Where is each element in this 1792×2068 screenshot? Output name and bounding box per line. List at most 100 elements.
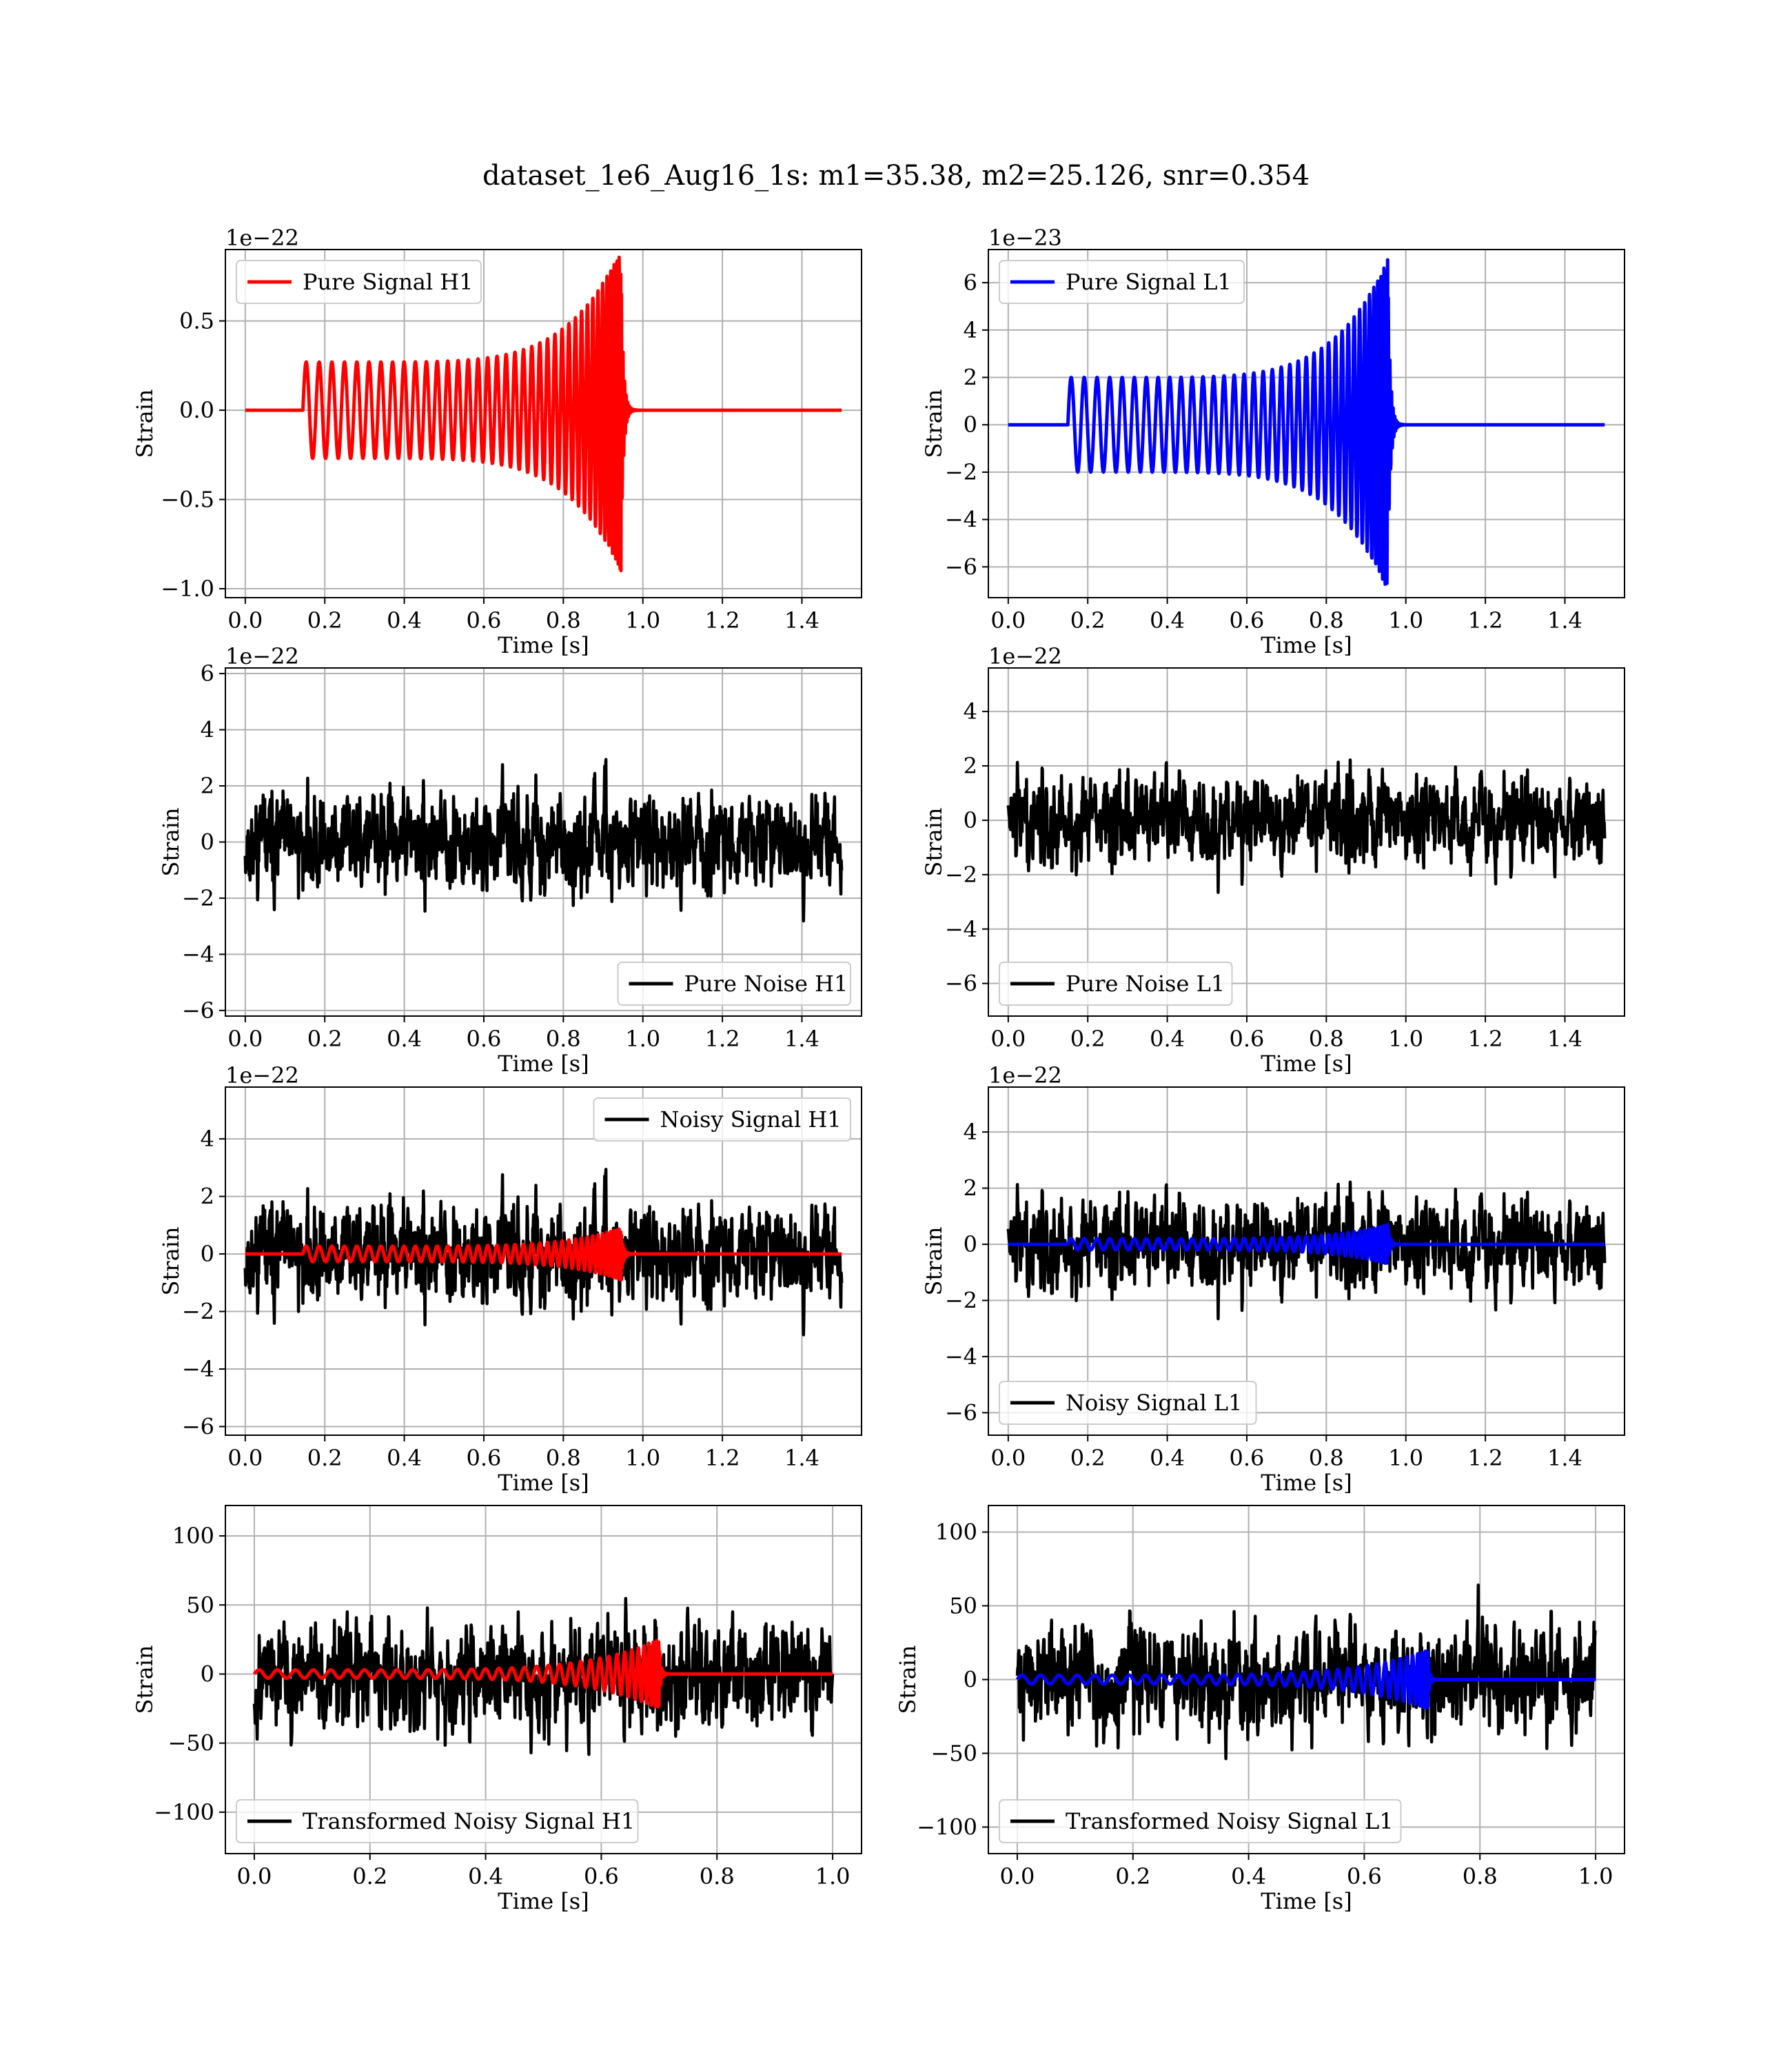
x-tick-label: 1.4 bbox=[1547, 607, 1582, 633]
y-tick-label: 4 bbox=[964, 1119, 977, 1145]
y-offset-label: 1e−22 bbox=[225, 225, 299, 251]
legend-box bbox=[617, 962, 851, 1006]
subplot-noisy-signal-h1: 0.0 0.2 0.4 0.6 0.8 1.0 1.2 1.4 −6 −4 −2 0 2 4 Time [s… bbox=[158, 1062, 862, 1496]
x-tick-label: 1.0 bbox=[1578, 1863, 1613, 1889]
x-tick-label: 0.4 bbox=[1150, 1026, 1185, 1052]
x-tick-label: 1.4 bbox=[784, 1445, 819, 1471]
legend: Pure Signal L1 bbox=[999, 260, 1245, 304]
x-tick-label: 0.6 bbox=[1230, 607, 1265, 633]
y-tick-label: 100 bbox=[172, 1523, 214, 1549]
y-tick-label: 0 bbox=[964, 412, 977, 438]
y-tick-label: 2 bbox=[964, 753, 977, 779]
legend-box bbox=[999, 1799, 1402, 1843]
y-tick-label: −50 bbox=[930, 1740, 977, 1766]
legend-box bbox=[999, 1381, 1257, 1425]
x-tick-label: 0.4 bbox=[1231, 1863, 1266, 1889]
axes-frame bbox=[225, 1086, 862, 1436]
series-line-noisy-signal-l1 bbox=[1006, 1180, 1607, 1321]
x-tick-label: 0.6 bbox=[467, 1026, 502, 1052]
x-tick-label: 1.2 bbox=[705, 607, 740, 633]
x-tick-label: 0.8 bbox=[546, 1026, 581, 1052]
y-tick-label: 0.5 bbox=[179, 308, 214, 334]
legend: Noisy Signal H1 bbox=[593, 1097, 851, 1142]
legend-label: Noisy Signal H1 bbox=[660, 1106, 842, 1133]
subplot-pure-noise-h1: 0.0 0.2 0.4 0.6 0.8 1.0 1.2 1.4 −6 −4 −2 0 2 4 6 Time [… bbox=[158, 643, 862, 1077]
y-offset-label: 1e−22 bbox=[988, 1062, 1062, 1088]
y-tick-label: −6 bbox=[945, 554, 977, 580]
x-tick-label: 0.2 bbox=[307, 607, 343, 633]
y-tick-label: 100 bbox=[935, 1519, 977, 1545]
x-tick-label: 1.2 bbox=[1468, 1445, 1503, 1471]
figure-title: dataset_1e6_Aug16_1s: m1=35.38, m2=25.12… bbox=[482, 160, 1310, 192]
series-group bbox=[1006, 1180, 1607, 1321]
x-tick-label: 0.6 bbox=[467, 1445, 502, 1471]
x-tick-label: 1.4 bbox=[1547, 1026, 1582, 1052]
y-tick-label: −6 bbox=[182, 1413, 214, 1439]
legend: Pure Noise L1 bbox=[999, 962, 1233, 1006]
y-tick-label: 50 bbox=[949, 1593, 977, 1619]
legend-label: Pure Signal L1 bbox=[1066, 269, 1232, 295]
x-axis-label: Time [s] bbox=[1261, 1051, 1352, 1077]
x-axis-label: Time [s] bbox=[1261, 1470, 1352, 1496]
legend-box bbox=[999, 962, 1233, 1006]
legend-label: Transformed Noisy Signal H1 bbox=[303, 1808, 635, 1834]
legend-label: Pure Signal H1 bbox=[303, 269, 474, 295]
legend: Noisy Signal L1 bbox=[999, 1381, 1257, 1425]
y-axis-label: Strain bbox=[921, 389, 947, 458]
y-tick-label: −4 bbox=[945, 1344, 977, 1370]
y-tick-label: −2 bbox=[945, 862, 977, 888]
series-line-overlay-1 bbox=[1015, 1649, 1598, 1710]
series-group bbox=[252, 1596, 835, 1756]
series-line-noisy-signal-h1 bbox=[243, 1168, 844, 1337]
y-offset-label: 1e−22 bbox=[225, 1062, 299, 1088]
x-tick-label: 0.8 bbox=[1309, 607, 1344, 633]
subplot-pure-signal-l1: 0.0 0.2 0.4 0.6 0.8 1.0 1.2 1.4 −6 −4 −2 0 2 4 6 Time [… bbox=[921, 225, 1625, 658]
x-tick-label: 1.2 bbox=[1468, 1026, 1503, 1052]
plot-area bbox=[988, 668, 1625, 1016]
series-line-transformed-noisy-signal-l1 bbox=[1015, 1583, 1597, 1761]
y-offset-label: 1e−22 bbox=[988, 643, 1062, 669]
y-tick-label: 0 bbox=[964, 807, 977, 833]
y-tick-label: −0.5 bbox=[161, 487, 214, 513]
y-tick-label: 4 bbox=[201, 1126, 214, 1152]
legend-label: Pure Noise H1 bbox=[684, 971, 848, 997]
y-tick-label: 6 bbox=[964, 270, 977, 296]
series-group bbox=[243, 1168, 844, 1337]
y-tick-label: 0 bbox=[201, 829, 214, 855]
y-tick-label: −100 bbox=[154, 1799, 214, 1825]
subplot-grid: 0.0 0.2 0.4 0.6 0.8 1.0 1.2 1.4 −1.0 −0.5 0.0 0.5 Ti… bbox=[132, 225, 1625, 1914]
y-axis-label: Strain bbox=[158, 1227, 184, 1296]
series-group bbox=[243, 758, 844, 923]
x-tick-label: 0.6 bbox=[584, 1863, 619, 1889]
x-axis-label: Time [s] bbox=[1261, 632, 1352, 658]
y-axis-label: Strain bbox=[132, 389, 158, 458]
legend-label: Pure Noise L1 bbox=[1066, 971, 1225, 997]
series-group bbox=[1006, 258, 1607, 586]
x-tick-label: 0.0 bbox=[227, 1445, 263, 1471]
y-tick-label: −2 bbox=[182, 885, 214, 911]
axes-frame bbox=[988, 1086, 1625, 1436]
y-tick-label: −6 bbox=[945, 971, 977, 997]
y-tick-label: −4 bbox=[182, 941, 214, 967]
x-tick-label: 0.8 bbox=[546, 1445, 581, 1471]
y-tick-label: 4 bbox=[964, 317, 977, 343]
y-tick-label: −50 bbox=[167, 1730, 214, 1756]
x-tick-label: 0.2 bbox=[1070, 1445, 1106, 1471]
axes-frame bbox=[225, 1505, 862, 1854]
x-tick-label: 1.2 bbox=[705, 1445, 740, 1471]
series-group bbox=[1006, 758, 1607, 894]
subplot-pure-noise-l1: 0.0 0.2 0.4 0.6 0.8 1.0 1.2 1.4 −6 −4 −2 0 2 4 Time [s… bbox=[921, 643, 1625, 1077]
x-tick-label: 1.0 bbox=[625, 607, 660, 633]
y-tick-label: −2 bbox=[945, 1288, 977, 1314]
y-tick-label: −4 bbox=[182, 1356, 214, 1382]
legend-box bbox=[999, 260, 1245, 304]
subplot-transformed-noisy-signal-l1: 0.0 0.2 0.4 0.6 0.8 1.0 −100 −50 0 50 100 Time [s] S… bbox=[895, 1505, 1625, 1914]
y-tick-label: −6 bbox=[945, 1399, 977, 1426]
y-tick-label: 0 bbox=[964, 1231, 977, 1257]
y-tick-label: −2 bbox=[182, 1299, 214, 1325]
x-tick-label: 1.4 bbox=[784, 607, 819, 633]
y-tick-label: 4 bbox=[201, 717, 214, 743]
x-tick-label: 1.4 bbox=[784, 1026, 819, 1052]
x-tick-label: 0.8 bbox=[1309, 1445, 1344, 1471]
x-tick-label: 0.0 bbox=[227, 1026, 263, 1052]
